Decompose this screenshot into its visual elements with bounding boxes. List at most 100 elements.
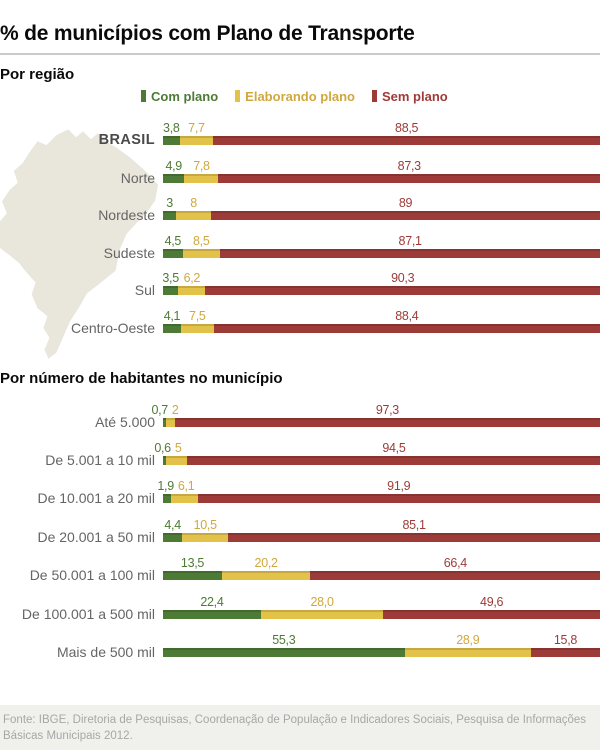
segment-sem-plano bbox=[174, 417, 600, 427]
source-footer: Fonte: IBGE, Diretoria de Pesquisas, Coo… bbox=[0, 705, 600, 750]
chart-row: De 5.001 a 10 mil 0,6 5 94,5 bbox=[0, 441, 600, 480]
row-label: Centro-Oeste bbox=[70, 319, 155, 336]
row-label: Norte bbox=[120, 169, 155, 186]
value-label: 5 bbox=[174, 440, 182, 455]
chart-row: De 20.001 a 50 mil 4,4 10,5 85,1 bbox=[0, 517, 600, 557]
row-label: Sudeste bbox=[103, 244, 155, 261]
chart-row: De 100.001 a 500 mil 22,4 28,0 49,6 bbox=[0, 595, 600, 634]
value-label: 4,5 bbox=[164, 233, 182, 248]
segment-sem-plano bbox=[197, 494, 600, 504]
row-label: Mais de 500 mil bbox=[56, 643, 155, 660]
segment-com-plano bbox=[163, 323, 181, 333]
value-label: 90,3 bbox=[391, 271, 415, 286]
chart-row: Nordeste 3 8 89 bbox=[0, 196, 600, 235]
stacked-bar: 0,7 2 97,3 bbox=[151, 403, 600, 427]
stacked-bar: 22,4 28,0 49,6 bbox=[163, 595, 600, 619]
legend: Com plano Elaborando plano Sem plano bbox=[141, 88, 600, 104]
row-label: Até 5.000 bbox=[95, 413, 155, 430]
value-label: 4,1 bbox=[163, 308, 181, 323]
segment-elaborando-plano bbox=[180, 323, 214, 333]
segment-com-plano bbox=[163, 173, 185, 183]
section-heading-region: Por região bbox=[0, 66, 75, 83]
legend-item: Com plano bbox=[141, 89, 218, 104]
value-label: 10,5 bbox=[193, 517, 217, 532]
segment-com-plano bbox=[163, 455, 166, 465]
segment-elaborando-plano bbox=[221, 571, 311, 581]
segment-com-plano bbox=[163, 571, 222, 581]
chart-row: Até 5.000 0,7 2 97,3 bbox=[0, 403, 600, 442]
chart-row: De 50.001 a 100 mil 13,5 20,2 66,4 bbox=[0, 556, 600, 595]
segment-sem-plano bbox=[530, 647, 600, 657]
segment-sem-plano bbox=[219, 248, 600, 258]
stacked-bar: 3,5 6,2 90,3 bbox=[162, 271, 600, 296]
legend-item: Elaborando plano bbox=[235, 89, 355, 104]
segment-sem-plano bbox=[187, 455, 600, 465]
value-label: 89 bbox=[398, 196, 413, 211]
source-text: Fonte: IBGE, Diretoria de Pesquisas, Coo… bbox=[3, 714, 587, 742]
row-label: Sul bbox=[134, 282, 155, 299]
stacked-bar: 3,8 7,7 88,5 bbox=[163, 121, 600, 145]
chart-row: Centro-Oeste 4,1 7,5 88,4 bbox=[0, 308, 600, 348]
segment-sem-plano bbox=[213, 323, 600, 333]
value-label: 28,0 bbox=[310, 594, 334, 609]
brazil-map-silhouette bbox=[0, 129, 159, 359]
value-label: 88,4 bbox=[395, 308, 419, 323]
segment-elaborando-plano bbox=[171, 494, 198, 504]
row-label: De 10.001 a 20 mil bbox=[37, 490, 155, 507]
value-label: 88,5 bbox=[395, 121, 419, 135]
segment-sem-plano bbox=[211, 211, 600, 221]
row-label: De 20.001 a 50 mil bbox=[37, 528, 155, 545]
row-label: BRASIL bbox=[98, 132, 155, 148]
value-label: 6,2 bbox=[183, 271, 201, 286]
value-label: 55,3 bbox=[272, 632, 296, 647]
segment-elaborando-plano bbox=[404, 647, 531, 657]
segment-sem-plano bbox=[205, 286, 600, 296]
value-label: 66,4 bbox=[443, 556, 467, 571]
value-label: 94,5 bbox=[382, 440, 406, 455]
segment-com-plano bbox=[163, 211, 177, 221]
value-label: 0,7 bbox=[151, 402, 168, 417]
legend-item: Sem plano bbox=[371, 89, 448, 104]
value-label: 8,5 bbox=[192, 233, 210, 248]
segment-elaborando-plano bbox=[182, 248, 220, 258]
segment-elaborando-plano bbox=[166, 417, 175, 427]
value-label: 20,2 bbox=[254, 556, 278, 571]
value-label: 91,9 bbox=[387, 479, 411, 494]
value-label: 28,9 bbox=[456, 632, 480, 647]
segment-com-plano bbox=[163, 532, 183, 542]
value-label: 22,4 bbox=[200, 594, 224, 609]
segment-com-plano bbox=[163, 136, 180, 145]
value-label: 0,6 bbox=[154, 440, 171, 455]
chart-row: Sul 3,5 6,2 90,3 bbox=[0, 271, 600, 310]
value-label: 87,3 bbox=[397, 158, 421, 173]
stacked-bar: 1,9 6,1 91,9 bbox=[157, 479, 600, 504]
value-label: 7,5 bbox=[189, 308, 206, 323]
segment-com-plano bbox=[163, 609, 261, 619]
legend-label: Sem plano bbox=[381, 89, 448, 104]
segment-elaborando-plano bbox=[184, 173, 219, 183]
value-label: 6,1 bbox=[177, 479, 195, 494]
segment-sem-plano bbox=[310, 571, 600, 581]
title-divider bbox=[0, 53, 600, 55]
segment-com-plano bbox=[163, 286, 179, 296]
legend-marker-icon bbox=[235, 90, 241, 102]
value-label: 3,5 bbox=[162, 271, 179, 286]
value-label: 15,8 bbox=[553, 632, 578, 647]
legend-label: Com plano bbox=[151, 89, 219, 104]
legend-label: Elaborando plano bbox=[245, 89, 355, 104]
stacked-bar: 4,5 8,5 87,1 bbox=[163, 234, 600, 258]
stacked-bar: 13,5 20,2 66,4 bbox=[163, 556, 600, 581]
row-label: De 5.001 a 10 mil bbox=[45, 451, 155, 468]
segment-com-plano bbox=[163, 248, 183, 258]
stacked-bar: 0,6 5 94,5 bbox=[154, 441, 600, 465]
segment-sem-plano bbox=[213, 136, 600, 145]
value-label: 3 bbox=[166, 196, 173, 211]
segment-elaborando-plano bbox=[179, 136, 214, 145]
segment-com-plano bbox=[163, 647, 405, 657]
value-label: 1,9 bbox=[157, 479, 174, 494]
row-label: De 50.001 a 100 mil bbox=[29, 567, 155, 584]
value-label: 7,8 bbox=[193, 158, 210, 173]
segment-sem-plano bbox=[383, 609, 600, 619]
stacked-bar: 4,9 7,8 87,3 bbox=[163, 159, 600, 183]
segment-elaborando-plano bbox=[176, 211, 212, 221]
